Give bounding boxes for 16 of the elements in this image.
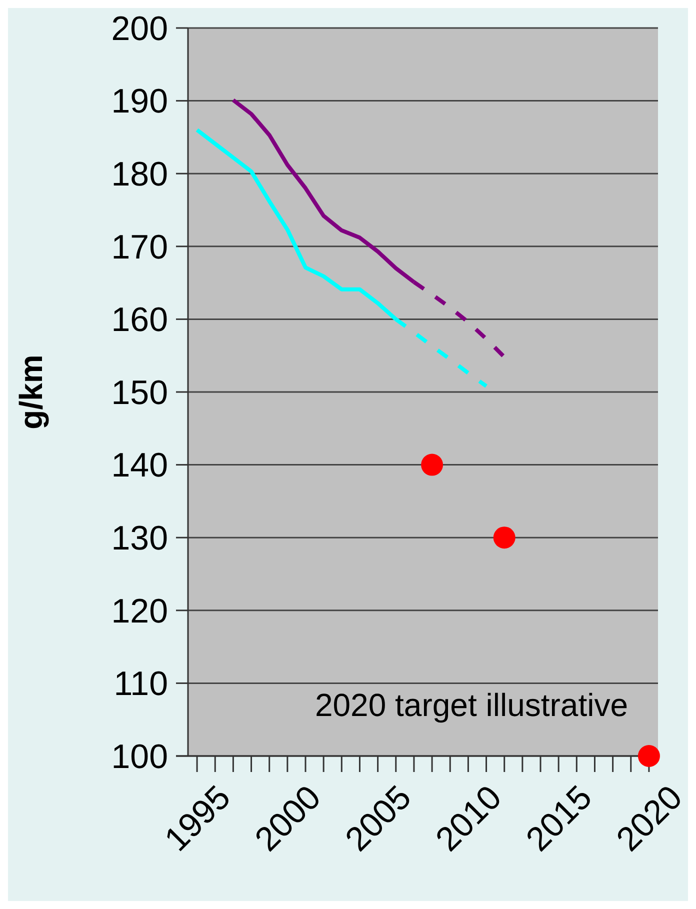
y-tick-label: 180	[111, 156, 168, 194]
point	[493, 526, 516, 549]
y-tick-label: 160	[111, 301, 168, 340]
y-tick-label: 110	[114, 665, 168, 704]
y-tick-label: 100	[111, 738, 168, 776]
y-tick-label: 200	[111, 10, 168, 48]
y-tick-label: 170	[111, 228, 168, 266]
y-tick-label: 130	[111, 520, 168, 558]
annotation: 2020 target illustrative	[314, 686, 628, 723]
y-tick-label: 190	[111, 82, 168, 121]
y-tick-label: 150	[111, 374, 168, 412]
point	[421, 454, 444, 476]
y-tick-label: 140	[111, 446, 168, 485]
point	[638, 745, 660, 767]
y-tick-label: 120	[111, 592, 168, 630]
y-axis-title: g/km	[13, 354, 49, 430]
